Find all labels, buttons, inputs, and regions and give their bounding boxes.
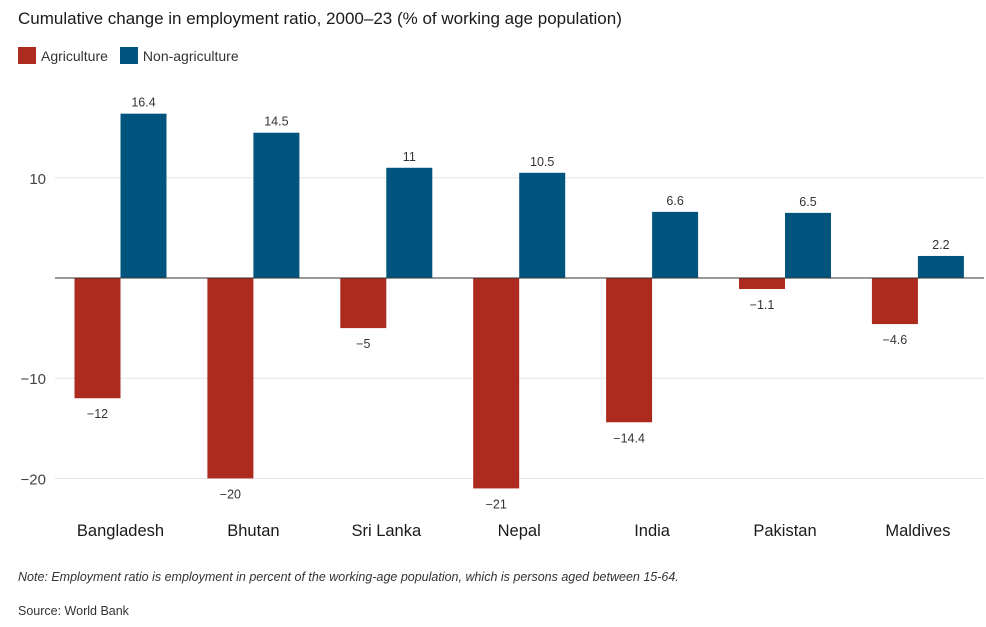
data-label-non-agriculture: 14.5: [264, 115, 288, 129]
legend: Agriculture Non-agriculture: [18, 47, 251, 64]
legend-label-agriculture: Agriculture: [41, 47, 108, 64]
bar-non-agriculture: [652, 211, 699, 278]
bar-agriculture: [871, 278, 918, 325]
bar-agriculture: [606, 278, 653, 423]
bar-agriculture: [739, 278, 785, 290]
bar-non-agriculture: [120, 113, 167, 278]
bar-non-agriculture: [917, 255, 964, 278]
bar-non-agriculture: [253, 132, 300, 278]
bar-agriculture: [473, 278, 520, 489]
x-tick-label: Pakistan: [753, 522, 816, 540]
bar-non-agriculture: [386, 167, 433, 278]
bar-non-agriculture: [519, 172, 566, 278]
x-tick-label: Bangladesh: [77, 522, 164, 540]
bar-agriculture: [207, 278, 254, 479]
bar-agriculture: [340, 278, 387, 329]
data-label-non-agriculture: 11: [403, 150, 416, 164]
data-label-non-agriculture: 6.6: [666, 194, 683, 208]
legend-label-non-agriculture: Non-agriculture: [142, 47, 239, 64]
legend-item-non-agriculture: Non-agriculture: [119, 47, 239, 64]
data-label-agriculture: −12: [87, 407, 108, 421]
legend-item-agriculture: Agriculture: [18, 47, 108, 64]
x-tick-label: India: [634, 522, 671, 540]
chart-note: Note: Employment ratio is employment in …: [18, 570, 679, 584]
data-label-agriculture: −1.1: [750, 298, 775, 312]
data-label-agriculture: −4.6: [883, 333, 908, 347]
data-label-non-agriculture: 10.5: [530, 155, 554, 169]
y-tick-label: −20: [21, 471, 46, 488]
data-label-agriculture: −14.4: [613, 431, 645, 445]
x-tick-label: Nepal: [498, 522, 541, 540]
data-label-non-agriculture: 2.2: [932, 238, 949, 252]
data-label-non-agriculture: 16.4: [131, 96, 155, 110]
x-tick-label: Sri Lanka: [351, 522, 422, 540]
y-tick-label: 10: [29, 171, 46, 188]
bar-chart: 10 −10 −20 −12 16.4 Bangladesh −20 14.5 Bhutan −5…: [21, 96, 984, 540]
data-label-agriculture: −5: [356, 337, 370, 351]
y-tick-label: −10: [21, 371, 46, 388]
chart-source: Source: World Bank: [18, 604, 129, 618]
x-tick-label: Maldives: [885, 522, 950, 540]
legend-swatch-agriculture: [18, 47, 36, 64]
x-tick-label: Bhutan: [227, 522, 279, 540]
bar-non-agriculture: [785, 212, 831, 278]
legend-swatch-non-agriculture: [119, 47, 138, 64]
data-label-agriculture: −20: [220, 487, 241, 501]
chart-title: Cumulative change in employment ratio, 2…: [18, 9, 622, 28]
data-label-agriculture: −21: [486, 497, 507, 511]
bar-agriculture: [74, 278, 121, 399]
data-label-non-agriculture: 6.5: [799, 195, 816, 209]
